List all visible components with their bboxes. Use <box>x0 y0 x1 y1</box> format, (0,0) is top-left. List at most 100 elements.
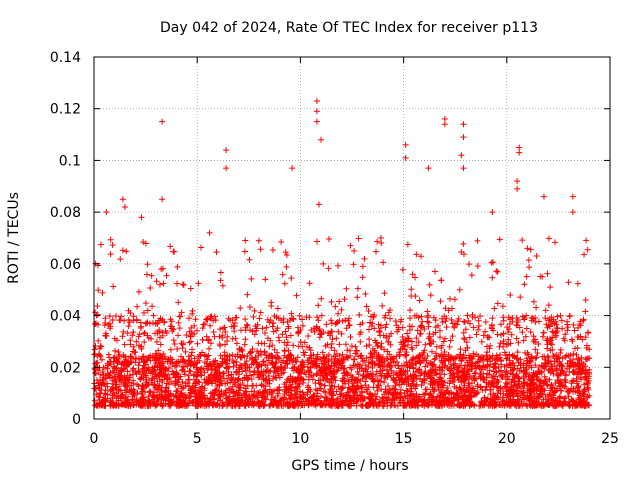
data-point <box>325 265 332 272</box>
data-point <box>412 274 419 281</box>
data-point <box>437 298 444 305</box>
data-point <box>454 402 461 409</box>
data-point <box>410 371 417 378</box>
data-point <box>386 333 393 340</box>
data-point <box>409 400 416 407</box>
data-point <box>160 350 167 357</box>
data-point <box>95 382 102 389</box>
data-point <box>441 121 448 128</box>
data-point <box>232 369 239 376</box>
data-point <box>236 364 243 371</box>
data-point <box>480 376 487 383</box>
data-point <box>585 329 592 336</box>
data-point <box>242 362 249 369</box>
data-point <box>391 397 398 404</box>
data-point <box>537 368 544 375</box>
data-point <box>115 370 122 377</box>
data-point <box>335 364 342 371</box>
data-point <box>493 402 500 409</box>
data-point <box>484 349 491 356</box>
data-point <box>119 366 126 373</box>
data-point <box>133 316 140 323</box>
data-point <box>535 341 542 348</box>
data-point <box>97 371 104 378</box>
data-point <box>233 362 240 369</box>
data-point <box>416 358 423 365</box>
data-point <box>368 323 375 330</box>
data-point <box>475 322 482 329</box>
data-point <box>130 365 137 372</box>
data-point <box>535 392 542 399</box>
data-point <box>305 333 312 340</box>
data-point <box>467 400 474 407</box>
data-point <box>189 310 196 317</box>
y-tick-label: 0 <box>72 412 81 428</box>
data-point <box>307 364 314 371</box>
data-point <box>501 363 508 370</box>
data-point <box>110 377 117 384</box>
data-point <box>212 369 219 376</box>
data-point <box>252 358 259 365</box>
data-point <box>288 310 295 317</box>
data-point <box>376 328 383 335</box>
data-point <box>251 369 258 376</box>
data-point <box>493 369 500 376</box>
data-point <box>514 178 521 185</box>
data-point <box>223 365 230 372</box>
data-point <box>274 325 281 332</box>
data-point <box>117 256 124 263</box>
data-point <box>95 337 102 344</box>
data-point <box>420 349 427 356</box>
data-point <box>459 355 466 362</box>
data-point <box>369 345 376 352</box>
data-point <box>536 363 543 370</box>
data-point <box>440 355 447 362</box>
data-point <box>159 402 166 409</box>
data-point <box>408 286 415 293</box>
data-point <box>473 390 480 397</box>
data-point <box>449 375 456 382</box>
data-point <box>550 402 557 409</box>
data-point <box>284 318 291 325</box>
data-point <box>148 272 155 279</box>
data-point <box>472 314 479 321</box>
data-point <box>422 386 429 393</box>
data-point <box>399 266 406 273</box>
data-point <box>143 361 150 368</box>
data-point <box>477 313 484 320</box>
data-point <box>290 355 297 362</box>
data-point <box>578 359 585 366</box>
data-point <box>475 352 482 359</box>
data-point <box>284 339 291 346</box>
data-point <box>106 313 113 320</box>
data-point <box>409 397 416 404</box>
data-point <box>514 185 521 192</box>
data-point <box>460 335 467 342</box>
data-point <box>460 399 467 406</box>
data-point <box>494 356 501 363</box>
data-point <box>357 329 364 336</box>
data-point <box>461 319 468 326</box>
data-point <box>156 281 163 288</box>
data-point <box>97 342 104 349</box>
data-point <box>328 344 335 351</box>
data-point <box>267 337 274 344</box>
data-point <box>205 363 212 370</box>
data-point <box>216 362 223 369</box>
data-point <box>323 398 330 405</box>
data-point <box>281 280 288 287</box>
data-point <box>377 378 384 385</box>
data-point <box>233 340 240 347</box>
data-point <box>499 374 506 381</box>
data-point <box>112 373 119 380</box>
data-point <box>364 371 371 378</box>
data-point <box>212 357 219 364</box>
data-point <box>168 398 175 405</box>
data-point <box>451 383 458 390</box>
data-point <box>338 390 345 397</box>
data-point <box>414 402 421 409</box>
data-point <box>327 387 334 394</box>
data-point <box>457 346 464 353</box>
data-point <box>322 369 329 376</box>
data-point <box>578 354 585 361</box>
